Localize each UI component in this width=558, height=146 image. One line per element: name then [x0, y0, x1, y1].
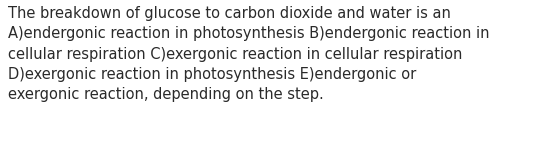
Text: The breakdown of glucose to carbon dioxide and water is an
A)endergonic reaction: The breakdown of glucose to carbon dioxi…: [8, 6, 489, 102]
